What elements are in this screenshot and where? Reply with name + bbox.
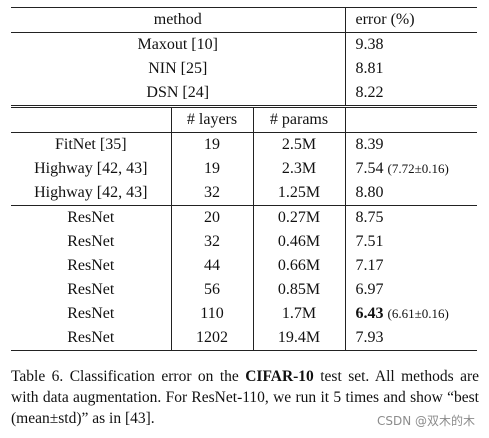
table-row: Maxout [10] 9.38 [11,32,477,57]
method-cell: ResNet [11,326,172,351]
layers-cell: 32 [171,230,254,254]
params-cell: 1.25M [253,181,346,206]
caption-rest: test set. All methods are with data augm… [11,368,479,427]
error-mean-std: (7.72±0.16) [387,161,449,176]
method-cell: ResNet [11,205,172,230]
header-method: method [11,7,346,33]
method-cell: ResNet [11,254,172,278]
watermark: CSDN @双木的木 [376,412,475,429]
error-cell: 7.17 [345,254,477,278]
header-error: error (%) [345,7,477,33]
method-cell: FitNet [35] [11,132,172,157]
table-row: NIN [25] 8.81 [11,57,477,81]
error-cell: 6.43 (6.61±0.16) [345,302,477,326]
error-value: 7.54 [355,160,384,177]
table-row: ResNet 20 0.27M 8.75 [11,205,477,230]
table-row: Highway [42, 43] 19 2.3M 7.54 (7.72±0.16… [11,157,477,181]
layers-cell: 19 [171,157,254,181]
params-cell: 2.5M [253,132,346,157]
error-cell: 8.75 [345,205,477,230]
results-table: method error (%) Maxout [10] 9.38 NIN [2… [11,7,477,351]
params-cell: 0.85M [253,278,346,302]
layers-cell: 110 [171,302,254,326]
table-caption: Table 6. Classification error on the CIF… [11,366,479,429]
error-value: 6.97 [355,281,384,298]
error-cell: 7.54 (7.72±0.16) [345,157,477,181]
header-layers: # layers [171,105,254,133]
params-cell: 0.46M [253,230,346,254]
error-cell: 9.38 [355,36,384,53]
table-row: ResNet 110 1.7M 6.43 (6.61±0.16) [11,302,477,326]
method-cell: NIN [25] [11,57,346,81]
error-value: 8.39 [355,136,384,153]
caption-prefix: Table 6. Classification error on the [11,368,246,385]
layers-cell: 20 [171,205,254,230]
method-cell: Highway [42, 43] [11,157,172,181]
method-cell: ResNet [11,302,172,326]
error-value: 7.93 [355,329,384,346]
error-value: 7.17 [355,257,384,274]
params-cell: 19.4M [253,326,346,351]
method-cell: ResNet [11,230,172,254]
layers-cell: 32 [171,181,254,206]
caption-dataset: CIFAR-10 [245,368,314,385]
error-value-best: 6.43 [355,305,384,322]
layers-cell: 1202 [171,326,254,351]
error-cell: 8.39 [345,132,477,157]
subheader-error-blank [345,105,477,133]
method-cell: Maxout [10] [11,32,346,57]
table-row: ResNet 56 0.85M 6.97 [11,278,477,302]
table-header-row: method error (%) [11,7,477,33]
error-cell: 6.97 [345,278,477,302]
params-cell: 1.7M [253,302,346,326]
layers-cell: 56 [171,278,254,302]
table-row: ResNet 32 0.46M 7.51 [11,230,477,254]
error-mean-std: (6.61±0.16) [387,306,449,321]
header-params: # params [253,105,346,133]
subheader-blank [11,105,172,133]
params-cell: 0.27M [253,205,346,230]
error-cell: 8.80 [345,181,477,206]
table-row: ResNet 1202 19.4M 7.93 [11,326,477,351]
params-cell: 2.3M [253,157,346,181]
table-row: Highway [42, 43] 32 1.25M 8.80 [11,181,477,206]
table-row: FitNet [35] 19 2.5M 8.39 [11,132,477,157]
params-cell: 0.66M [253,254,346,278]
method-cell: DSN [24] [11,81,346,107]
subheader-row: # layers # params [11,105,477,133]
table-row: ResNet 44 0.66M 7.17 [11,254,477,278]
error-cell: 7.93 [345,326,477,351]
error-value: 8.80 [355,184,384,201]
error-value: 7.51 [355,233,384,250]
error-value: 8.75 [355,209,384,226]
method-cell: Highway [42, 43] [11,181,172,206]
layers-cell: 19 [171,132,254,157]
error-cell: 7.51 [345,230,477,254]
error-cell: 8.22 [355,84,384,101]
method-cell: ResNet [11,278,172,302]
error-cell: 8.81 [355,60,384,77]
layers-cell: 44 [171,254,254,278]
table-row: DSN [24] 8.22 [11,81,477,107]
